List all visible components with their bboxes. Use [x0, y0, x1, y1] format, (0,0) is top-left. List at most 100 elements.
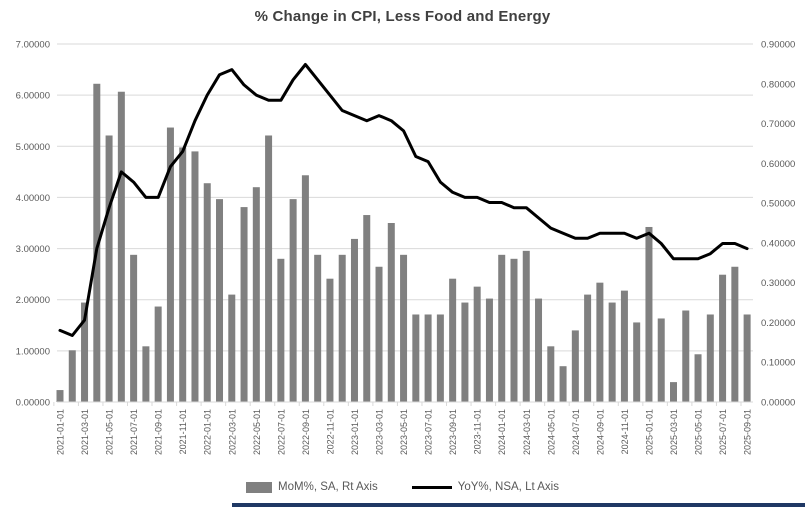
bar-mom[interactable] — [130, 254, 138, 402]
x-axis-date-label: 2024-05-01 — [546, 409, 556, 455]
bar-mom[interactable] — [571, 330, 579, 402]
bar-mom[interactable] — [498, 254, 506, 402]
bar-mom[interactable] — [154, 306, 162, 402]
bar-mom[interactable] — [535, 298, 543, 402]
bar-mom[interactable] — [93, 83, 101, 403]
x-axis-date-label: 2023-03-01 — [375, 409, 385, 455]
bar-mom[interactable] — [375, 266, 383, 402]
right-axis-tick-label: 0.20000 — [761, 318, 795, 329]
x-axis-date-label: 2023-05-01 — [399, 409, 409, 455]
bar-mom[interactable] — [105, 135, 113, 402]
right-axis-tick-label: 0.10000 — [761, 358, 795, 369]
right-axis-tick-label: 0.70000 — [761, 119, 795, 130]
bar-mom[interactable] — [179, 147, 187, 402]
x-axis-date-label: 2022-11-01 — [325, 409, 335, 454]
chart-title: % Change in CPI, Less Food and Energy — [254, 8, 551, 25]
bar-mom[interactable] — [56, 390, 64, 402]
bar-mom[interactable] — [633, 322, 641, 402]
right-axis-tick-label: 0.00000 — [761, 398, 795, 409]
bar-mom[interactable] — [694, 354, 702, 402]
bar-mom[interactable] — [142, 346, 150, 402]
bar-mom[interactable] — [559, 366, 567, 402]
x-axis-date-label: 2025-09-01 — [743, 409, 753, 455]
left-axis-tick-label: 4.00000 — [16, 193, 50, 204]
x-axis-date-label: 2024-03-01 — [522, 409, 532, 455]
bar-mom[interactable] — [596, 282, 604, 402]
bar-mom[interactable] — [68, 350, 76, 402]
bar-mom[interactable] — [682, 310, 690, 402]
right-axis-tick-label: 0.90000 — [761, 40, 795, 51]
bar-mom[interactable] — [522, 250, 530, 402]
bar-mom[interactable] — [191, 151, 199, 402]
left-axis-tick-label: 5.00000 — [16, 142, 50, 153]
bar-mom[interactable] — [436, 314, 444, 402]
bar-mom[interactable] — [117, 91, 125, 402]
x-axis-date-label: 2024-09-01 — [595, 409, 605, 455]
bar-mom[interactable] — [449, 278, 457, 402]
x-axis-date-label: 2023-11-01 — [473, 409, 483, 454]
bar-mom[interactable] — [166, 127, 174, 403]
bar-mom[interactable] — [203, 183, 211, 402]
bar-mom[interactable] — [731, 266, 739, 402]
bar-mom[interactable] — [670, 382, 677, 402]
x-axis-date-label: 2025-01-01 — [644, 409, 654, 455]
bar-mom[interactable] — [289, 199, 297, 402]
right-axis-tick-label: 0.30000 — [761, 278, 795, 289]
bar-mom[interactable] — [350, 238, 358, 402]
bar-mom[interactable] — [461, 302, 469, 402]
bar-mom[interactable] — [584, 294, 592, 402]
x-axis-date-label: 2023-09-01 — [448, 409, 458, 455]
bar-mom[interactable] — [338, 254, 346, 402]
x-axis-date-label: 2025-07-01 — [718, 409, 728, 455]
x-axis-date-label: 2021-07-01 — [129, 409, 139, 455]
x-axis-date-label: 2021-03-01 — [80, 409, 90, 455]
left-axis-tick-label: 7.00000 — [16, 40, 50, 51]
bar-mom[interactable] — [81, 302, 89, 402]
bar-mom[interactable] — [424, 314, 432, 402]
x-axis-date-label: 2025-03-01 — [669, 409, 679, 455]
bar-mom[interactable] — [301, 175, 309, 402]
legend-label-mom: MoM%, SA, Rt Axis — [278, 481, 378, 493]
bar-mom[interactable] — [547, 346, 555, 402]
bar-mom[interactable] — [645, 226, 653, 402]
x-axis-date-label: 2022-05-01 — [252, 409, 262, 455]
bar-mom[interactable] — [412, 314, 420, 402]
bar-mom[interactable] — [608, 302, 616, 402]
x-axis-date-label: 2022-07-01 — [276, 409, 286, 455]
bar-mom[interactable] — [252, 187, 260, 402]
bar-mom[interactable] — [363, 215, 371, 402]
x-axis-date-label: 2025-05-01 — [694, 409, 704, 455]
bar-mom[interactable] — [387, 223, 395, 402]
bar-mom[interactable] — [706, 314, 714, 402]
x-axis-date-label: 2021-09-01 — [154, 409, 164, 455]
bar-mom[interactable] — [485, 298, 493, 402]
x-axis-date-label: 2021-05-01 — [105, 409, 115, 455]
bar-mom[interactable] — [400, 254, 408, 402]
left-axis-tick-label: 6.00000 — [16, 91, 50, 102]
x-axis-date-label: 2024-07-01 — [571, 409, 581, 455]
bar-mom[interactable] — [743, 314, 751, 402]
bar-mom[interactable] — [326, 278, 334, 402]
legend-entry-yoy: YoY%, NSA, Lt Axis — [411, 481, 559, 493]
bar-mom[interactable] — [265, 135, 273, 402]
bar-mom[interactable] — [510, 258, 518, 402]
bar-mom[interactable] — [240, 207, 248, 402]
right-axis-tick-label: 0.60000 — [761, 159, 795, 170]
right-axis-tick-label: 0.50000 — [761, 199, 795, 210]
bar-mom[interactable] — [314, 254, 322, 402]
x-axis-date-label: 2022-03-01 — [227, 409, 237, 455]
window-bottom-edge — [232, 503, 805, 507]
bar-mom[interactable] — [277, 258, 285, 402]
x-axis-date-label: 2024-01-01 — [497, 409, 507, 455]
plot-area: 0.00000 1.00000 2.00000 3.00000 4.00000 5.000… — [16, 40, 796, 456]
line-yoy[interactable] — [58, 63, 749, 337]
bar-mom[interactable] — [473, 286, 481, 402]
line-series-swatch — [411, 485, 452, 489]
bar-mom[interactable] — [228, 294, 236, 402]
bar-mom[interactable] — [657, 318, 665, 402]
bar-mom[interactable] — [216, 199, 224, 402]
bar-mom[interactable] — [620, 290, 628, 402]
bar-mom[interactable] — [719, 274, 727, 402]
legend-entry-mom: MoM%, SA, Rt Axis — [246, 481, 378, 493]
